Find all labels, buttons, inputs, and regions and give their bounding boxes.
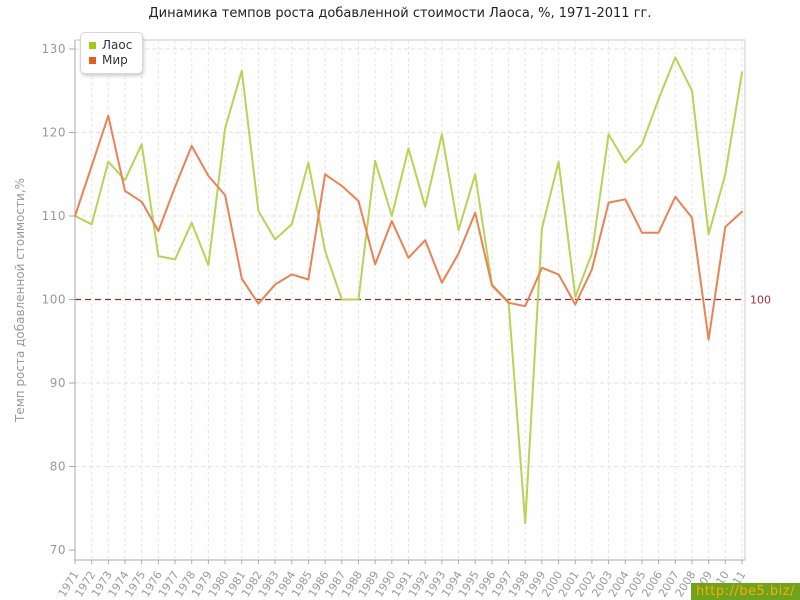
y-tick-label: 70 [50, 543, 66, 557]
legend-item-laos: Лаос [89, 38, 132, 53]
laos-series-marker-icon [89, 42, 96, 49]
reference-line-label: 100 [750, 294, 771, 307]
y-tick-label: 90 [50, 376, 66, 390]
y-tick-label: 130 [42, 42, 66, 56]
series-line-mir [74, 114, 743, 341]
y-axis-title: Темп роста добавленной стоимости,% [13, 178, 27, 423]
mir-series-marker-icon [89, 57, 96, 64]
y-tick-label: 80 [50, 460, 66, 474]
legend-label-laos: Лаос [102, 38, 133, 52]
y-tick-label: 100 [42, 293, 66, 307]
legend-item-mir: Мир [89, 53, 132, 68]
chart-title: Динамика темпов роста добавленной стоимо… [148, 6, 652, 21]
y-tick-label: 120 [42, 126, 66, 140]
series-line-laos [74, 56, 743, 525]
y-tick-label: 110 [42, 209, 66, 223]
watermark-link[interactable]: http://be5.biz/ [690, 583, 800, 600]
legend: Лаос Мир [80, 32, 144, 74]
legend-label-mir: Мир [102, 53, 128, 67]
